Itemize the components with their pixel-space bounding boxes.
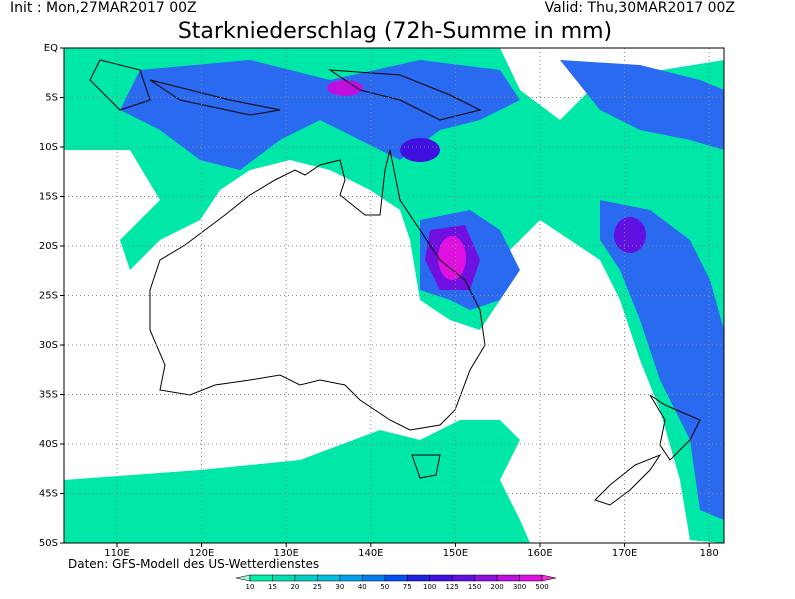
lat-label: 35S <box>39 390 58 401</box>
lon-label: 150E <box>443 548 468 559</box>
precip-field <box>64 48 724 543</box>
legend-label: 150 <box>468 583 481 591</box>
lon-label: 170E <box>612 548 637 559</box>
map-title: Starkniederschlag (72h-Summe in mm) <box>178 19 612 44</box>
legend-label: 30 <box>335 583 344 591</box>
legend-swatch <box>249 574 273 582</box>
lat-label: 30S <box>39 340 58 351</box>
lon-label: 160E <box>527 548 552 559</box>
legend-swatch <box>496 574 520 582</box>
color-legend: 10 15 20 25 30 40 50 75 100 125 150 200 300 500 <box>235 574 557 591</box>
legend-swatch <box>294 574 318 582</box>
legend-swatch <box>519 574 543 582</box>
legend-arrow-low <box>235 574 251 582</box>
legend-label: 500 <box>535 583 548 591</box>
lat-label: 20S <box>39 241 58 252</box>
legend-label: 20 <box>290 583 299 591</box>
lat-label: 10S <box>39 142 58 153</box>
legend-label: 15 <box>268 583 277 591</box>
legend-arrow-high <box>541 574 557 582</box>
legend-swatch <box>451 574 475 582</box>
legend-swatch <box>339 574 363 582</box>
legend-label: 40 <box>358 583 367 591</box>
legend-swatch <box>317 574 341 582</box>
map-frame <box>63 47 725 544</box>
legend-swatch <box>384 574 408 582</box>
legend-swatch <box>474 574 498 582</box>
lon-label: 180 <box>700 548 719 559</box>
legend-label: 300 <box>513 583 526 591</box>
lon-label: 110E <box>104 548 129 559</box>
legend-swatch <box>429 574 453 582</box>
legend-label: 100 <box>423 583 436 591</box>
lat-label: EQ <box>44 43 58 54</box>
lon-label: 130E <box>273 548 298 559</box>
data-credit: Daten: GFS-Modell des US-Wetterdienstes <box>68 557 319 571</box>
lat-label: 40S <box>39 439 58 450</box>
legend-swatch <box>362 574 386 582</box>
legend-label: 50 <box>380 583 389 591</box>
legend-swatch <box>406 574 430 582</box>
legend-label: 125 <box>445 583 458 591</box>
graticule: EQ 5S 10S 15S 20S 25S 30S 35S 40S 45S 50S 110E 120E 1… <box>39 43 724 559</box>
lat-label: 50S <box>39 538 58 549</box>
lat-label: 25S <box>39 291 58 302</box>
lon-label: 140E <box>358 548 383 559</box>
lat-label: 5S <box>45 93 58 104</box>
lat-label: 15S <box>39 192 58 203</box>
legend-label: 75 <box>403 583 412 591</box>
lat-label: 45S <box>39 489 58 500</box>
init-label: Init : Mon,27MAR2017 00Z <box>10 0 197 16</box>
legend-label: 25 <box>313 583 322 591</box>
legend-swatch <box>272 574 296 582</box>
legend-label: 10 <box>246 583 255 591</box>
coastlines <box>89 59 701 506</box>
valid-label: Valid: Thu,30MAR2017 00Z <box>545 0 735 16</box>
lon-label: 120E <box>189 548 214 559</box>
legend-label: 200 <box>490 583 503 591</box>
